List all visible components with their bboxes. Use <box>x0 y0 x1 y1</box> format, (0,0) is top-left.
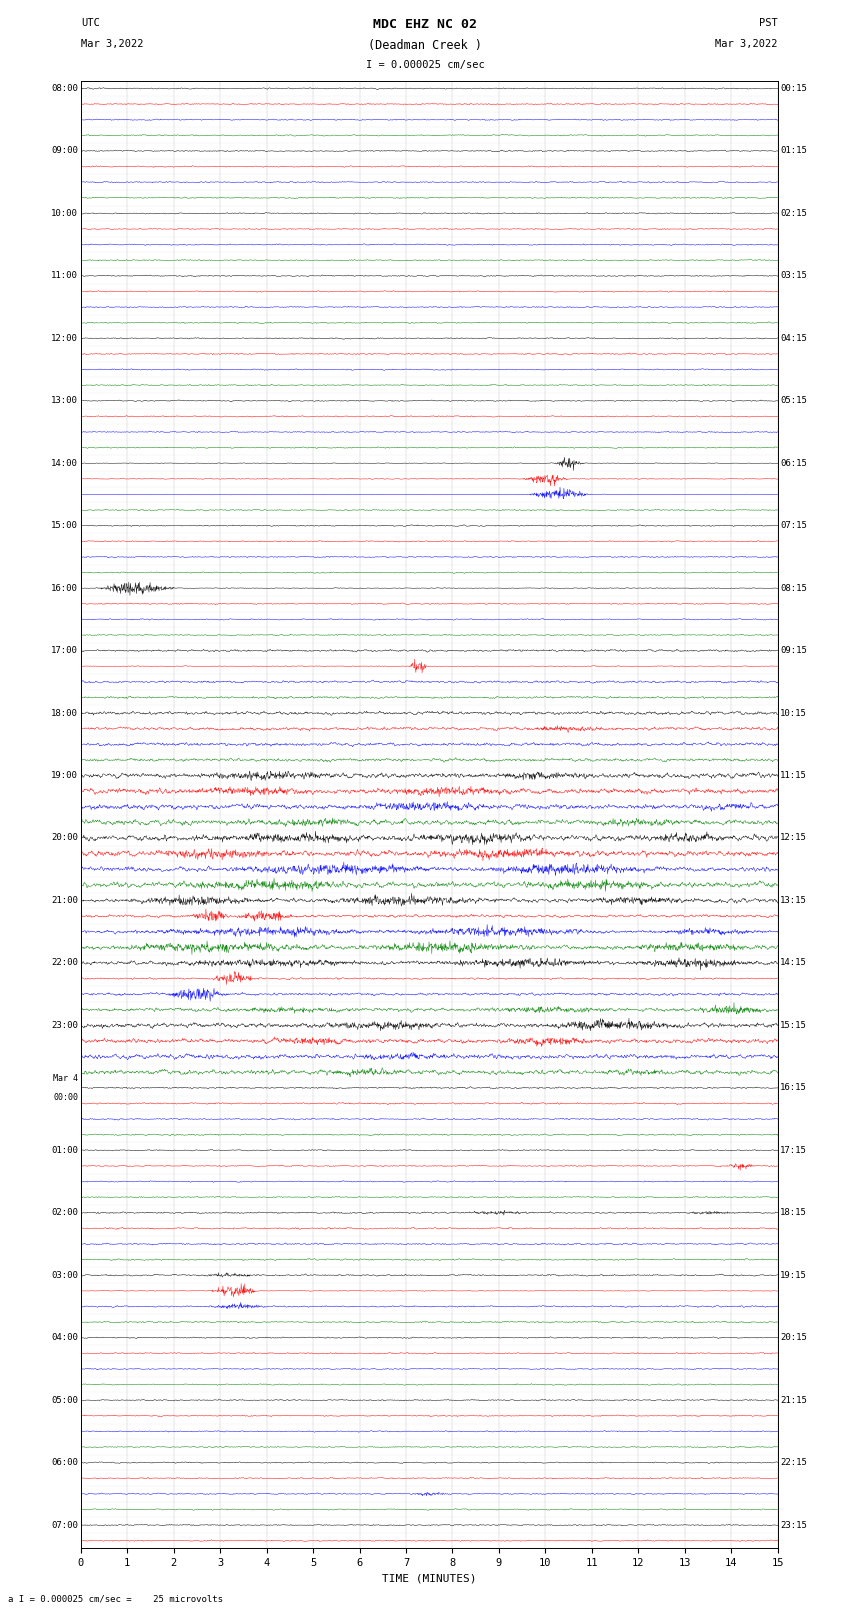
Text: 19:00: 19:00 <box>51 771 78 781</box>
Text: 02:00: 02:00 <box>51 1208 78 1218</box>
Text: 15:15: 15:15 <box>780 1021 808 1029</box>
Text: Mar 3,2022: Mar 3,2022 <box>715 39 778 48</box>
Text: 11:00: 11:00 <box>51 271 78 281</box>
Text: 23:00: 23:00 <box>51 1021 78 1029</box>
Text: 01:15: 01:15 <box>780 147 808 155</box>
Text: MDC EHZ NC 02: MDC EHZ NC 02 <box>373 18 477 31</box>
Text: 13:00: 13:00 <box>51 397 78 405</box>
Text: 14:00: 14:00 <box>51 458 78 468</box>
Text: 03:00: 03:00 <box>51 1271 78 1279</box>
Text: 07:15: 07:15 <box>780 521 808 531</box>
Text: 18:15: 18:15 <box>780 1208 808 1218</box>
Text: 00:15: 00:15 <box>780 84 808 94</box>
Text: 10:15: 10:15 <box>780 708 808 718</box>
Text: 23:15: 23:15 <box>780 1521 808 1529</box>
Text: 17:00: 17:00 <box>51 647 78 655</box>
Text: 06:15: 06:15 <box>780 458 808 468</box>
Text: 04:15: 04:15 <box>780 334 808 344</box>
Text: 18:00: 18:00 <box>51 708 78 718</box>
Text: 09:00: 09:00 <box>51 147 78 155</box>
Text: 06:00: 06:00 <box>51 1458 78 1468</box>
X-axis label: TIME (MINUTES): TIME (MINUTES) <box>382 1574 477 1584</box>
Text: UTC: UTC <box>81 18 99 27</box>
Text: 14:15: 14:15 <box>780 958 808 968</box>
Text: PST: PST <box>759 18 778 27</box>
Text: 16:00: 16:00 <box>51 584 78 592</box>
Text: 09:15: 09:15 <box>780 647 808 655</box>
Text: 17:15: 17:15 <box>780 1145 808 1155</box>
Text: 01:00: 01:00 <box>51 1145 78 1155</box>
Text: 02:15: 02:15 <box>780 208 808 218</box>
Text: 10:00: 10:00 <box>51 208 78 218</box>
Text: 19:15: 19:15 <box>780 1271 808 1279</box>
Text: (Deadman Creek ): (Deadman Creek ) <box>368 39 482 52</box>
Text: 12:15: 12:15 <box>780 834 808 842</box>
Text: 08:00: 08:00 <box>51 84 78 94</box>
Text: I = 0.000025 cm/sec: I = 0.000025 cm/sec <box>366 60 484 69</box>
Text: 03:15: 03:15 <box>780 271 808 281</box>
Text: 05:00: 05:00 <box>51 1395 78 1405</box>
Text: Mar 3,2022: Mar 3,2022 <box>81 39 144 48</box>
Text: 20:00: 20:00 <box>51 834 78 842</box>
Text: 20:15: 20:15 <box>780 1334 808 1342</box>
Text: 21:15: 21:15 <box>780 1395 808 1405</box>
Text: 05:15: 05:15 <box>780 397 808 405</box>
Text: 08:15: 08:15 <box>780 584 808 592</box>
Text: 12:00: 12:00 <box>51 334 78 344</box>
Text: 22:00: 22:00 <box>51 958 78 968</box>
Text: 04:00: 04:00 <box>51 1334 78 1342</box>
Text: a I = 0.000025 cm/sec =    25 microvolts: a I = 0.000025 cm/sec = 25 microvolts <box>8 1594 224 1603</box>
Text: Mar 4: Mar 4 <box>54 1074 78 1082</box>
Text: 00:00: 00:00 <box>54 1092 78 1102</box>
Text: 11:15: 11:15 <box>780 771 808 781</box>
Text: 16:15: 16:15 <box>780 1084 808 1092</box>
Text: 15:00: 15:00 <box>51 521 78 531</box>
Text: 22:15: 22:15 <box>780 1458 808 1468</box>
Text: 13:15: 13:15 <box>780 895 808 905</box>
Text: 21:00: 21:00 <box>51 895 78 905</box>
Text: 07:00: 07:00 <box>51 1521 78 1529</box>
